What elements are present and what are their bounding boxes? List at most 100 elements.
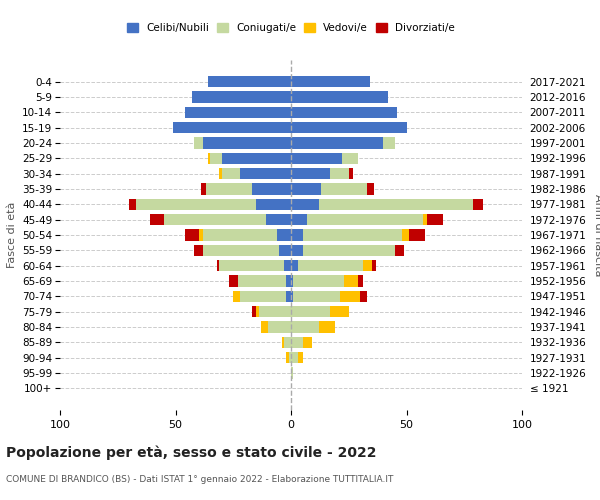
Bar [130,198,136,210]
Y-axis label: Anni di nascita: Anni di nascita [593,194,600,276]
Bar [150,214,164,226]
Bar [330,168,349,179]
Bar [330,306,349,318]
Bar [256,198,291,210]
Bar [220,168,222,179]
Bar [291,198,319,210]
Bar [291,229,302,241]
Bar [383,137,395,148]
Bar [266,214,291,226]
Bar [233,290,240,302]
Bar [286,352,289,364]
Bar [395,244,404,256]
Bar [291,183,321,194]
Bar [372,260,376,272]
Bar [427,214,443,226]
Bar [291,137,383,148]
Bar [362,260,372,272]
Bar [289,352,291,364]
Bar [286,290,291,302]
Bar [319,198,473,210]
Bar [194,244,203,256]
Bar [136,198,256,210]
Bar [256,306,259,318]
Bar [349,168,353,179]
Bar [191,91,291,102]
Bar [473,198,483,210]
Bar [220,260,284,272]
Bar [291,76,370,88]
Bar [203,137,291,148]
Bar [222,168,240,179]
Bar [240,168,291,179]
Bar [409,229,425,241]
Bar [185,229,199,241]
Bar [367,183,374,194]
Legend: Celibi/Nubili, Coniugati/e, Vedovi/e, Divorziati/e: Celibi/Nubili, Coniugati/e, Vedovi/e, Di… [124,20,458,36]
Bar [280,244,291,256]
Bar [240,290,286,302]
Bar [298,352,302,364]
Bar [358,276,362,287]
Bar [277,229,291,241]
Bar [203,229,277,241]
Bar [286,276,291,287]
Bar [360,290,367,302]
Bar [291,368,293,379]
Text: COMUNE DI BRANDICO (BS) - Dati ISTAT 1° gennaio 2022 - Elaborazione TUTTITALIA.I: COMUNE DI BRANDICO (BS) - Dati ISTAT 1° … [6,475,394,484]
Bar [302,229,402,241]
Bar [261,322,268,333]
Bar [199,229,203,241]
Bar [291,152,342,164]
Bar [291,91,388,102]
Bar [173,122,291,134]
Bar [291,168,330,179]
Y-axis label: Fasce di età: Fasce di età [7,202,17,268]
Bar [208,152,210,164]
Bar [194,137,203,148]
Bar [229,276,238,287]
Bar [291,352,298,364]
Bar [268,322,291,333]
Bar [342,152,358,164]
Bar [291,336,302,348]
Bar [422,214,427,226]
Bar [284,260,291,272]
Bar [208,76,291,88]
Bar [291,276,293,287]
Bar [291,290,293,302]
Bar [307,214,422,226]
Bar [291,122,407,134]
Bar [293,290,340,302]
Bar [222,152,291,164]
Bar [252,306,256,318]
Bar [284,336,291,348]
Bar [302,336,312,348]
Bar [259,306,291,318]
Bar [206,183,252,194]
Bar [344,276,358,287]
Bar [302,244,395,256]
Bar [210,152,222,164]
Bar [319,322,335,333]
Bar [203,244,280,256]
Text: Popolazione per età, sesso e stato civile - 2022: Popolazione per età, sesso e stato civil… [6,445,377,460]
Bar [185,106,291,118]
Bar [291,244,302,256]
Bar [238,276,286,287]
Bar [164,214,266,226]
Bar [282,336,284,348]
Bar [291,106,397,118]
Bar [291,214,307,226]
Bar [291,306,330,318]
Bar [298,260,362,272]
Bar [217,260,220,272]
Bar [291,260,298,272]
Bar [293,276,344,287]
Bar [402,229,409,241]
Bar [201,183,206,194]
Bar [291,322,319,333]
Bar [321,183,367,194]
Bar [252,183,291,194]
Bar [340,290,360,302]
